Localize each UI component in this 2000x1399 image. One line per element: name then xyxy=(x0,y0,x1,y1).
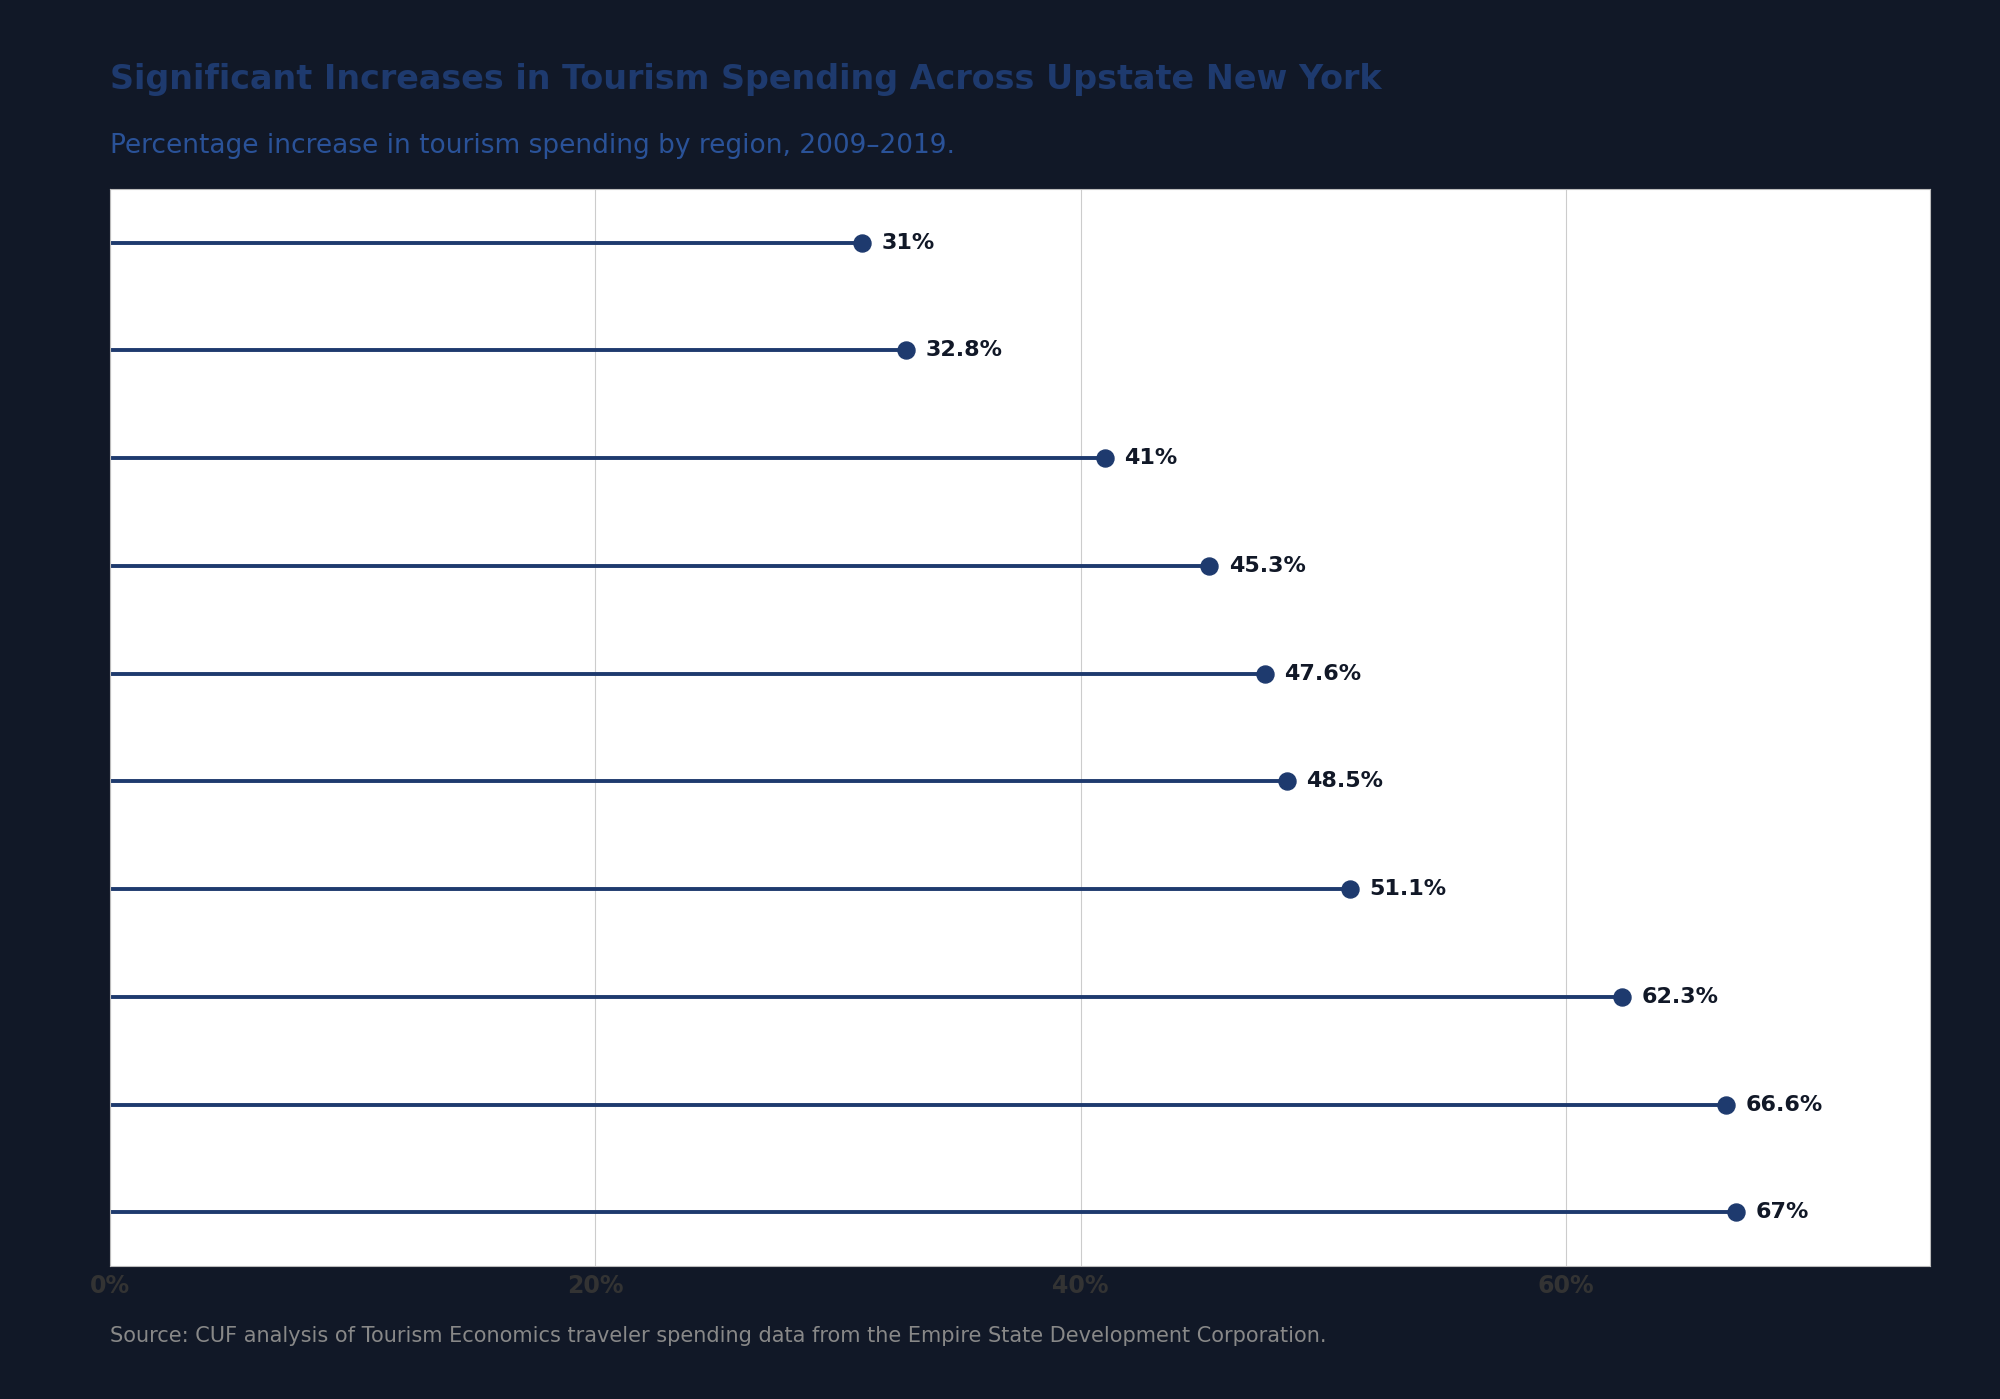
Point xyxy=(1270,769,1302,792)
Text: 47.6%: 47.6% xyxy=(1284,663,1362,684)
Point xyxy=(890,339,922,361)
Point xyxy=(1710,1094,1742,1116)
Text: 62.3%: 62.3% xyxy=(1642,986,1718,1007)
Point xyxy=(1334,879,1366,901)
Text: Source: CUF analysis of Tourism Economics traveler spending data from the Empire: Source: CUF analysis of Tourism Economic… xyxy=(110,1326,1326,1346)
Point xyxy=(1194,554,1226,576)
Point xyxy=(846,231,878,255)
Text: 32.8%: 32.8% xyxy=(926,340,1002,361)
Text: Percentage increase in tourism spending by region, 2009–2019.: Percentage increase in tourism spending … xyxy=(110,133,956,159)
Point xyxy=(1720,1200,1752,1223)
Point xyxy=(1250,663,1282,686)
Point xyxy=(1088,446,1120,469)
Text: 67%: 67% xyxy=(1756,1202,1808,1223)
Point xyxy=(1606,985,1638,1007)
Text: 45.3%: 45.3% xyxy=(1228,555,1306,576)
Text: 48.5%: 48.5% xyxy=(1306,771,1384,792)
Text: 41%: 41% xyxy=(1124,448,1178,469)
Text: Significant Increases in Tourism Spending Across Upstate New York: Significant Increases in Tourism Spendin… xyxy=(110,63,1382,97)
Text: 51.1%: 51.1% xyxy=(1370,879,1446,900)
Text: 31%: 31% xyxy=(882,232,934,253)
Text: 66.6%: 66.6% xyxy=(1746,1094,1822,1115)
